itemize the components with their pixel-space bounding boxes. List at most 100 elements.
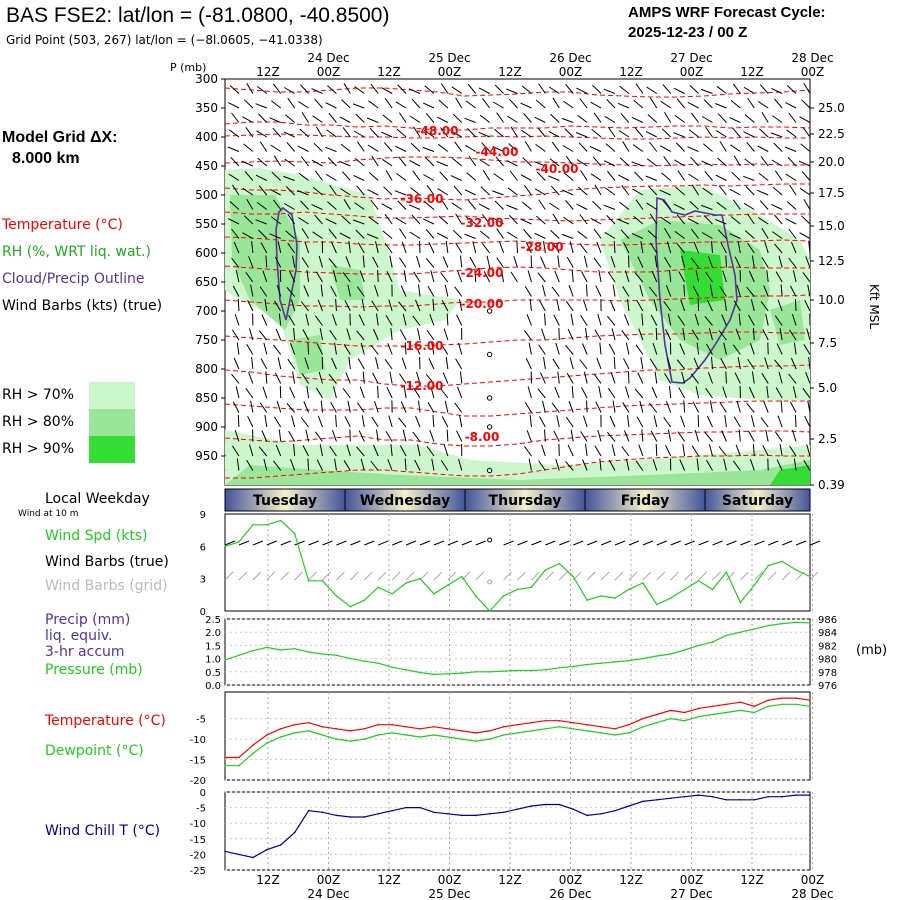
wind-barb: [724, 299, 727, 312]
wind-barb: [737, 357, 741, 370]
pressure-line-point: [544, 669, 547, 671]
wind-barb: [577, 114, 588, 123]
wind-barb: [346, 444, 351, 457]
wind-chill-line-point: [238, 853, 240, 856]
wind-barb: [456, 314, 463, 326]
wind-barb: [614, 79, 615, 80]
temperature-line-point: [586, 723, 588, 726]
wind-barb: [317, 415, 323, 428]
wind-barb: [452, 113, 463, 123]
wind-barb: [595, 285, 602, 297]
wind-barb: [761, 228, 769, 239]
wind-barb: [543, 357, 546, 370]
cloud-outline-1: [275, 206, 298, 321]
wind-barb: [593, 257, 602, 268]
pressure-line-point: [238, 654, 240, 657]
temperature-line-point: [488, 730, 491, 732]
surface-wind-barb: [447, 540, 459, 546]
wind-barb: [284, 87, 295, 94]
pressure-line-point: [307, 651, 310, 653]
wind-barb: [235, 270, 240, 283]
pressure-tick-label: 900: [195, 420, 218, 434]
wind-barb: [774, 98, 783, 109]
wind-barb: [232, 285, 240, 297]
wind-barb: [297, 145, 309, 152]
wind-barb: [683, 400, 686, 413]
wind-barb: [229, 129, 240, 138]
wind-barb: [290, 459, 296, 471]
wind-barb: [361, 299, 365, 312]
height-tick-label: 7.5: [818, 336, 837, 350]
weekday-label: Thursday: [489, 493, 562, 509]
wind-barb: [571, 385, 574, 399]
wind-barb: [800, 143, 810, 152]
wind-barb: [414, 343, 421, 355]
legend-precip: Precip (mm): [45, 612, 131, 628]
temperature-tick-label: -10: [190, 735, 206, 746]
wind-barb: [679, 459, 686, 471]
temperature-line-point: [238, 756, 240, 759]
temperature-line-point: [572, 721, 574, 724]
wind-barb: [750, 415, 755, 428]
wind-barb: [635, 460, 644, 471]
wind-barb: [565, 83, 574, 94]
wind-barb: [645, 175, 657, 181]
wind-barb: [622, 286, 630, 297]
wind-barb: [300, 301, 309, 312]
wind-barb: [269, 188, 281, 196]
wind-barb: [730, 216, 741, 225]
wind-barb: [246, 343, 254, 355]
wind-barb: [306, 270, 310, 283]
wind-barb: [790, 241, 797, 254]
wind-barb: [608, 459, 616, 471]
wind-barb: [695, 386, 700, 399]
wind-barb: [720, 358, 727, 370]
wind-barb: [738, 429, 741, 442]
wind-barb: [389, 255, 393, 268]
wind-barb: [287, 213, 296, 225]
wind-barb: [398, 257, 407, 268]
wind-speed-line-point: [767, 564, 769, 567]
surface-wind-barb-grid: [698, 571, 707, 581]
wind-barb: [735, 328, 741, 341]
wind-barb: [775, 387, 783, 399]
wind-barb: [354, 202, 365, 210]
surface-wind-barb-grid: [642, 571, 652, 581]
wind-barb: [355, 113, 365, 123]
wind-barb: [446, 313, 449, 326]
surface-wind-barb-grid: [614, 571, 624, 581]
wind-barb: [360, 342, 365, 355]
wind-barb: [676, 98, 686, 109]
surface-wind-barb: [712, 540, 723, 546]
wind-speed-line-point: [405, 582, 407, 584]
wind-barb: [292, 255, 296, 268]
surface-wind-barb: [670, 540, 681, 546]
wind-barb: [507, 231, 518, 239]
wind-barb: [255, 219, 267, 225]
dewpoint-line-point: [461, 738, 463, 740]
wind-barb: [520, 102, 532, 109]
wind-barb: [486, 255, 491, 268]
wind-barb: [779, 328, 783, 341]
precip-tick-label: 2.0: [205, 628, 221, 639]
wind-barb: [785, 218, 797, 225]
wind-barb: [381, 203, 393, 210]
wind-barb: [238, 79, 239, 80]
wind-barb: [225, 425, 226, 427]
wind-barb: [370, 199, 379, 210]
wind-barb: [747, 242, 755, 254]
wind-barb: [442, 372, 449, 384]
wind-barb: [597, 313, 602, 326]
wind-barb: [277, 241, 282, 254]
bottom-hour-label: 12Z: [498, 873, 522, 887]
wind-barb: [774, 243, 783, 254]
wind-barb: [429, 314, 435, 326]
wind-barb: [445, 357, 449, 370]
surface-wind-barb: [614, 540, 626, 546]
wind-barb: [409, 159, 421, 167]
wind-barb: [256, 130, 268, 138]
wind-barb: [729, 117, 741, 123]
wind-barb: [326, 129, 337, 138]
wind-barb: [276, 284, 282, 297]
wind-barb: [709, 400, 713, 413]
